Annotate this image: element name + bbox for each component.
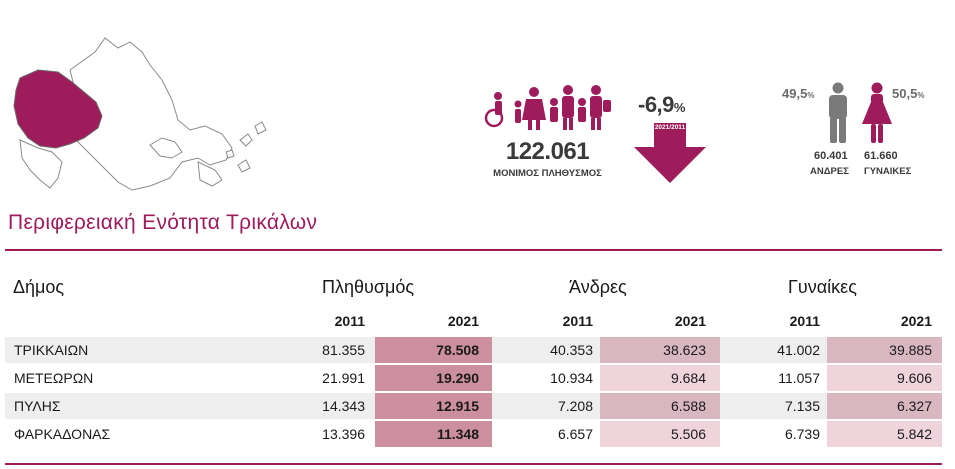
women-count: 61.660 <box>864 150 898 162</box>
women-percentage: 50,5% <box>892 86 925 101</box>
men-percentage: 49,5% <box>782 86 815 101</box>
pop-2011: 81.355 <box>322 342 365 358</box>
men-2021: 6.588 <box>670 398 706 414</box>
page-title: Περιφερειακή Ενότητα Τρικάλων <box>8 211 318 234</box>
man-icon <box>829 82 847 143</box>
pop-2011: 21.991 <box>322 370 365 386</box>
year-header-women-2011: 2011 <box>789 313 820 329</box>
gender-summary: 49,5% 50,5% 60.401 61.660 ΑΝΔΡΕΣ ΓΥΝΑΙΚΕ… <box>780 80 940 180</box>
header-women: Γυναίκες <box>788 277 857 297</box>
women-2021: 5.842 <box>896 426 932 442</box>
header-population: Πληθυσμός <box>322 277 415 297</box>
men-2011: 6.657 <box>557 426 593 442</box>
table-row: ΠΥΛΗΣ 14.343 12.915 7.208 6.588 7.135 6.… <box>5 393 942 421</box>
woman-icon <box>862 82 892 143</box>
population-value: 122.061 <box>505 138 590 165</box>
title-divider <box>5 249 942 251</box>
municipality-name: ΜΕΤΕΩΡΩΝ <box>14 370 94 386</box>
population-label: ΜΟΝΙΜΟΣ ΠΛΗΘΥΣΜΟΣ <box>493 168 602 179</box>
change-value: -6,9% <box>638 92 685 117</box>
population-change: -6,9% 2021/2011 <box>630 92 710 192</box>
men-label: ΑΝΔΡΕΣ <box>810 166 849 177</box>
year-header-pop-2011: 2011 <box>334 313 365 329</box>
year-header-pop-2021: 2021 <box>447 313 479 329</box>
women-2011: 41.002 <box>777 342 820 358</box>
down-arrow-icon <box>634 123 706 183</box>
men-2021: 9.684 <box>670 370 706 386</box>
women-2011: 11.057 <box>778 370 820 386</box>
women-2011: 6.739 <box>784 426 820 442</box>
year-header-men-2011: 2011 <box>562 313 593 329</box>
pop-2021: 78.508 <box>436 342 479 358</box>
women-label: ΓΥΝΑΙΚΕΣ <box>864 166 912 177</box>
table-row: ΦΑΡΚΑΔΟΝΑΣ 13.396 11.348 6.657 5.506 6.7… <box>5 421 942 449</box>
change-period: 2021/2011 <box>654 124 686 131</box>
women-2021: 9.606 <box>896 370 932 386</box>
header-men: Άνδρες <box>569 277 627 297</box>
women-2021: 6.327 <box>896 398 932 414</box>
year-header-women-2021: 2021 <box>900 313 932 329</box>
pop-2011: 13.396 <box>322 426 365 442</box>
population-summary: 122.061 ΜΟΝΙΜΟΣ ΠΛΗΘΥΣΜΟΣ <box>470 82 630 182</box>
region-map-icon <box>13 37 267 191</box>
municipality-name: ΠΥΛΗΣ <box>14 398 61 414</box>
pop-2011: 14.343 <box>322 398 365 414</box>
family-icon <box>484 85 611 130</box>
men-count: 60.401 <box>814 150 848 162</box>
men-2021: 38.623 <box>663 342 706 358</box>
men-2011: 7.208 <box>557 398 593 414</box>
men-2011: 10.934 <box>550 370 593 386</box>
municipality-name: ΤΡΙΚΚΑΙΩΝ <box>14 342 89 358</box>
table-bottom-divider <box>5 463 942 465</box>
men-2011: 40.353 <box>550 342 593 358</box>
men-2021: 5.506 <box>670 426 706 442</box>
table-row: ΤΡΙΚΚΑΙΩΝ 81.355 78.508 40.353 38.623 41… <box>5 337 942 365</box>
pop-2021: 12.915 <box>436 398 479 414</box>
municipality-name: ΦΑΡΚΑΔΟΝΑΣ <box>14 426 111 442</box>
pop-2021: 11.348 <box>436 426 479 442</box>
table-row: ΜΕΤΕΩΡΩΝ 21.991 19.290 10.934 9.684 11.0… <box>5 365 942 393</box>
header-municipality: Δήμος <box>13 277 65 297</box>
women-2021: 39.885 <box>889 342 932 358</box>
year-header-men-2021: 2021 <box>674 313 706 329</box>
women-2011: 7.135 <box>784 398 820 414</box>
pop-2021: 19.290 <box>436 370 479 386</box>
